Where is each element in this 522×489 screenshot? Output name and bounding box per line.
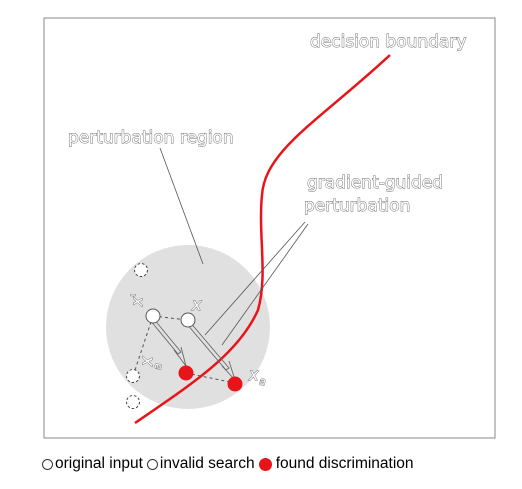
found-discrimination-marker-icon [259, 458, 272, 471]
original-input-x [181, 313, 195, 327]
invalid-search-point-3 [127, 396, 140, 409]
original-input-x-prime [146, 309, 160, 323]
original-input-marker-icon [42, 459, 53, 470]
legend-original-input-label: original input [55, 455, 143, 473]
decision-boundary-label: decision boundary [310, 32, 466, 52]
perturbation-region-label: perturbation region [68, 128, 234, 148]
invalid-search-marker-icon [147, 459, 158, 470]
plot-frame [44, 18, 495, 438]
found-discrimination-point-2 [228, 377, 243, 392]
legend-original-input: original input [42, 455, 143, 473]
x-label: x [191, 295, 202, 314]
legend-invalid-search: invalid search [147, 455, 255, 473]
legend-invalid-search-label: invalid search [160, 455, 255, 473]
x-a-left-sub: a [151, 363, 164, 370]
x-prime-label: x' [128, 293, 146, 307]
invalid-search-point-1 [135, 264, 148, 277]
gradient-guided-label-line1: gradient-guided [307, 173, 443, 193]
legend-found-discrimination-label: found discrimination [276, 455, 414, 473]
x-a-right-label: x [248, 365, 259, 384]
legend-found-discrimination: found discrimination [259, 455, 414, 473]
x-a-right-sub: a [259, 375, 266, 388]
gradient-guided-label-line2: perturbation [304, 196, 410, 216]
invalid-search-point-2 [127, 370, 140, 383]
found-discrimination-point-1 [179, 366, 194, 381]
legend: original input invalid search found disc… [42, 454, 418, 474]
